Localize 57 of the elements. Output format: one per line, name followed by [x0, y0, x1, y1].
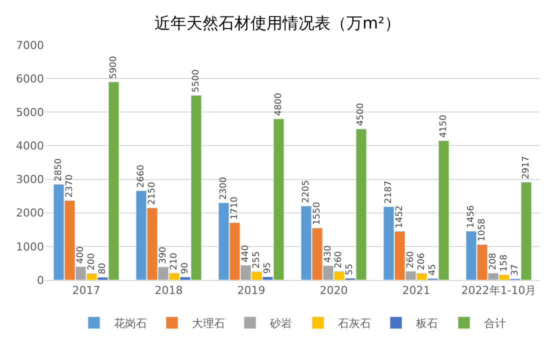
data-label: 2850	[54, 158, 64, 182]
data-label: 2917	[521, 156, 532, 180]
x-tick-label: 2020	[320, 284, 348, 298]
data-label: 2660	[136, 164, 146, 188]
data-label: 2187	[384, 180, 394, 204]
legend-label: 板石	[415, 316, 438, 330]
data-label: 1710	[230, 196, 240, 220]
data-label: 2205	[301, 180, 312, 203]
data-label: 440	[240, 244, 251, 262]
data-label: 260	[334, 250, 344, 268]
y-tick-label: 6000	[16, 72, 44, 86]
data-label: 2300	[218, 176, 229, 200]
x-tick-label: 2017	[72, 284, 100, 298]
y-tick-label: 1000	[16, 240, 44, 254]
y-tick-label: 0	[37, 274, 44, 287]
y-tick-label: 5000	[16, 106, 44, 119]
legend-label: 合计	[484, 316, 506, 330]
legend-label: 花岗石	[114, 316, 147, 330]
legend-label: 石灰石	[338, 316, 371, 330]
y-tick-label: 3000	[16, 173, 44, 186]
data-label: 2150	[147, 182, 158, 205]
data-label: 5500	[191, 69, 202, 92]
data-label: 400	[76, 246, 86, 264]
data-label: 390	[158, 246, 168, 264]
data-label: 4500	[356, 102, 366, 126]
x-tick-label: 2019	[237, 284, 266, 298]
x-tick-label: 2021	[402, 284, 430, 298]
legend-label: 砂岩	[269, 316, 292, 330]
data-label: 2370	[64, 174, 75, 198]
data-label: 210	[169, 252, 180, 270]
data-label: 200	[86, 252, 97, 270]
x-tick-label: 2018	[154, 284, 183, 298]
data-label: 37	[510, 264, 520, 276]
data-label: 1550	[312, 202, 322, 225]
data-label: 4150	[438, 114, 449, 138]
data-label: 80	[98, 262, 108, 274]
y-tick-label: 2000	[16, 206, 44, 220]
data-label: 208	[488, 252, 498, 270]
data-label: 95	[262, 262, 273, 274]
y-tick-label: 4000	[16, 140, 44, 153]
data-label: 1058	[477, 218, 488, 242]
data-label: 45	[428, 264, 438, 276]
data-label: 158	[499, 254, 510, 272]
data-label: 5900	[108, 56, 119, 79]
chart-title: 近年天然石材使用情况表（万m²）	[154, 14, 400, 33]
data-label: 55	[345, 264, 356, 276]
data-label: 4800	[274, 92, 284, 116]
data-label: 1452	[394, 205, 405, 228]
x-tick-label: 2022年1-10月	[461, 284, 536, 298]
data-label: 260	[406, 250, 416, 268]
legend-label: 大理石	[192, 316, 225, 330]
y-tick-label: 7000	[16, 38, 44, 52]
data-label: 255	[252, 251, 262, 268]
data-label: 206	[416, 252, 427, 270]
data-label: 90	[180, 262, 190, 274]
data-label: 1456	[466, 204, 476, 228]
data-label: 430	[323, 245, 334, 263]
